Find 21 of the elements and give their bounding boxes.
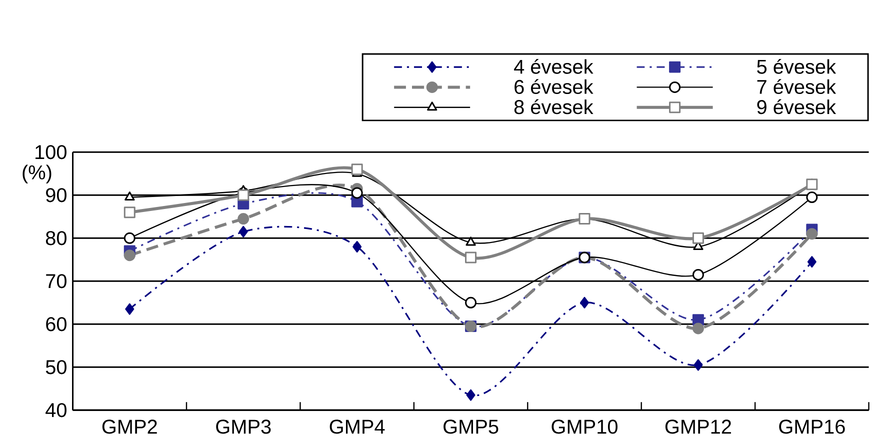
x-tick-label: GMP12 xyxy=(665,420,731,434)
y-tick-label: 40 xyxy=(46,403,66,418)
x-tick-label: GMP2 xyxy=(102,420,157,434)
legend-label: 9 évesek xyxy=(757,99,836,114)
y-tick-label: 100 xyxy=(36,145,66,160)
y-axis-title: (%) xyxy=(22,164,52,184)
x-tick-label: GMP3 xyxy=(216,420,271,434)
legend-label: 7 évesek xyxy=(757,79,836,94)
x-tick-label: GMP16 xyxy=(779,420,845,434)
legend-label: 6 évesek xyxy=(514,79,594,94)
y-tick-label: 70 xyxy=(46,274,66,288)
legend-label: 5 évesek xyxy=(757,58,836,74)
y-tick-label: 90 xyxy=(46,188,66,202)
legend-label: 4 évesek xyxy=(514,58,594,74)
y-tick-label: 50 xyxy=(46,360,66,374)
x-tick-label: GMP5 xyxy=(444,420,498,434)
y-tick-label: 80 xyxy=(46,231,66,246)
legend-label: 8 évesek xyxy=(514,99,594,114)
y-tick-label: 60 xyxy=(46,317,66,332)
x-tick-label: GMP10 xyxy=(552,420,618,434)
x-tick-label: GMP4 xyxy=(330,420,385,434)
